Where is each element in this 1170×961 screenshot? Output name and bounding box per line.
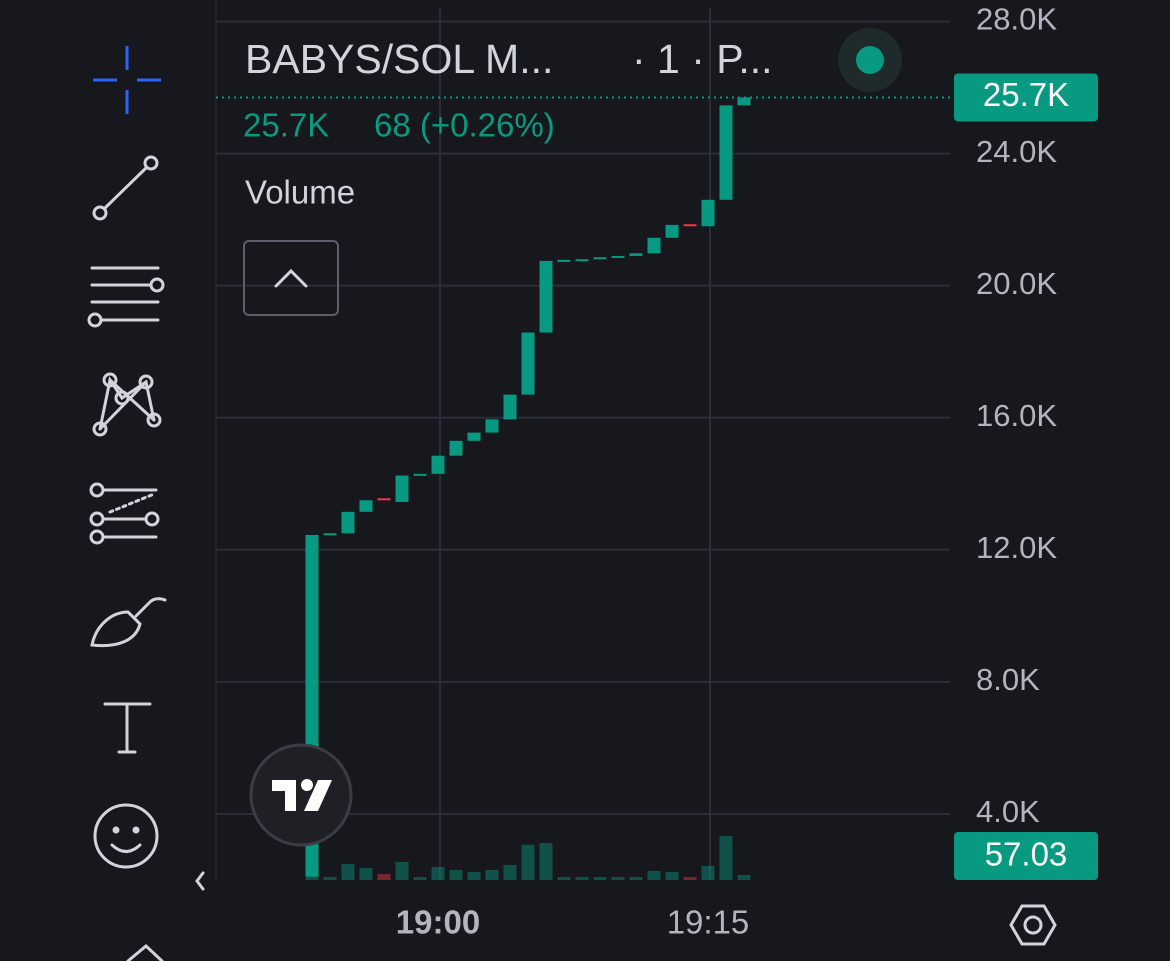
candle [395, 475, 409, 502]
volume-bar [647, 870, 661, 880]
volume-bar [557, 877, 571, 880]
collapse-toolbar[interactable] [195, 871, 205, 891]
candle [737, 97, 751, 106]
volume-bar [359, 867, 373, 880]
y-tick-label: 24.0K [976, 134, 1057, 169]
candle [467, 432, 481, 441]
legend-change: 68 (+0.26%) [374, 107, 555, 144]
candle [539, 260, 553, 333]
volume-bar [413, 877, 427, 880]
settings-button[interactable] [1009, 904, 1057, 946]
candle [683, 224, 697, 227]
projection-tool[interactable] [89, 482, 160, 545]
volume-bar [611, 877, 625, 880]
crosshair-tool[interactable] [93, 46, 161, 114]
candle [521, 332, 535, 395]
volume-bar [629, 877, 643, 880]
volume-bar [665, 871, 679, 880]
candle [719, 105, 733, 200]
candle [485, 419, 499, 433]
symbol-title[interactable]: BABYS/SOL M... [245, 36, 553, 82]
volume-bar [737, 874, 751, 880]
candle [665, 224, 679, 238]
tradingview-logo[interactable] [249, 743, 353, 847]
y-tick-label: 4.0K [976, 794, 1040, 829]
y-tick-label: 16.0K [976, 398, 1057, 433]
candle [341, 511, 355, 534]
pattern-tool[interactable] [92, 372, 162, 437]
toolbar [87, 46, 205, 961]
trend-line-tool[interactable] [92, 155, 159, 221]
volume-legend: Volume [245, 174, 355, 211]
volume-bar [719, 836, 733, 880]
candle [431, 455, 445, 474]
legend-price: 25.7K [243, 107, 329, 144]
last-volume-tag [954, 832, 1098, 880]
last-price-label: 25.7K [983, 76, 1069, 113]
candle [557, 259, 571, 262]
y-tick-label: 8.0K [976, 662, 1040, 697]
volume-bar [431, 866, 445, 880]
volume-bar [449, 869, 463, 880]
candle [377, 498, 391, 501]
volume-bar [485, 869, 499, 880]
y-tick-label: 12.0K [976, 530, 1057, 565]
volume-bar [395, 861, 409, 880]
text-tool[interactable] [103, 702, 152, 754]
candle [611, 255, 625, 258]
last-volume-label: 57.03 [985, 836, 1068, 873]
y-tick-label: 20.0K [976, 266, 1057, 301]
volume-bar [521, 844, 535, 880]
volume-bar [377, 874, 391, 880]
emoji-tool[interactable] [93, 803, 159, 869]
candle [503, 394, 517, 420]
candle [701, 199, 715, 227]
candle [647, 237, 661, 254]
candle [629, 253, 643, 256]
volume-bar [323, 877, 337, 880]
x-tick-label: 19:00 [396, 904, 480, 941]
volume-bar [503, 864, 517, 880]
candle [323, 533, 337, 536]
candle [449, 440, 463, 456]
volume-bar [575, 877, 589, 880]
volume-bar [593, 877, 607, 880]
horizontal-lines-tool[interactable] [87, 266, 165, 328]
y-tick-label: 28.0K [976, 2, 1057, 37]
volume-bar [467, 871, 481, 880]
candle [359, 500, 373, 512]
brush-tool[interactable] [90, 597, 167, 648]
volume-bar [701, 865, 715, 880]
volume-bar [539, 843, 553, 880]
candle [413, 473, 427, 476]
volume-bar [341, 863, 355, 880]
status-dot [856, 46, 884, 74]
collapse-button[interactable] [243, 240, 339, 316]
more-tool[interactable] [126, 943, 164, 961]
candle [575, 259, 589, 262]
x-tick-label: 19:15 [667, 904, 750, 941]
interval[interactable]: · 1 · P... [632, 36, 773, 82]
candle [593, 257, 607, 260]
last-price-tag [954, 73, 1098, 122]
volume-bar [683, 877, 697, 880]
